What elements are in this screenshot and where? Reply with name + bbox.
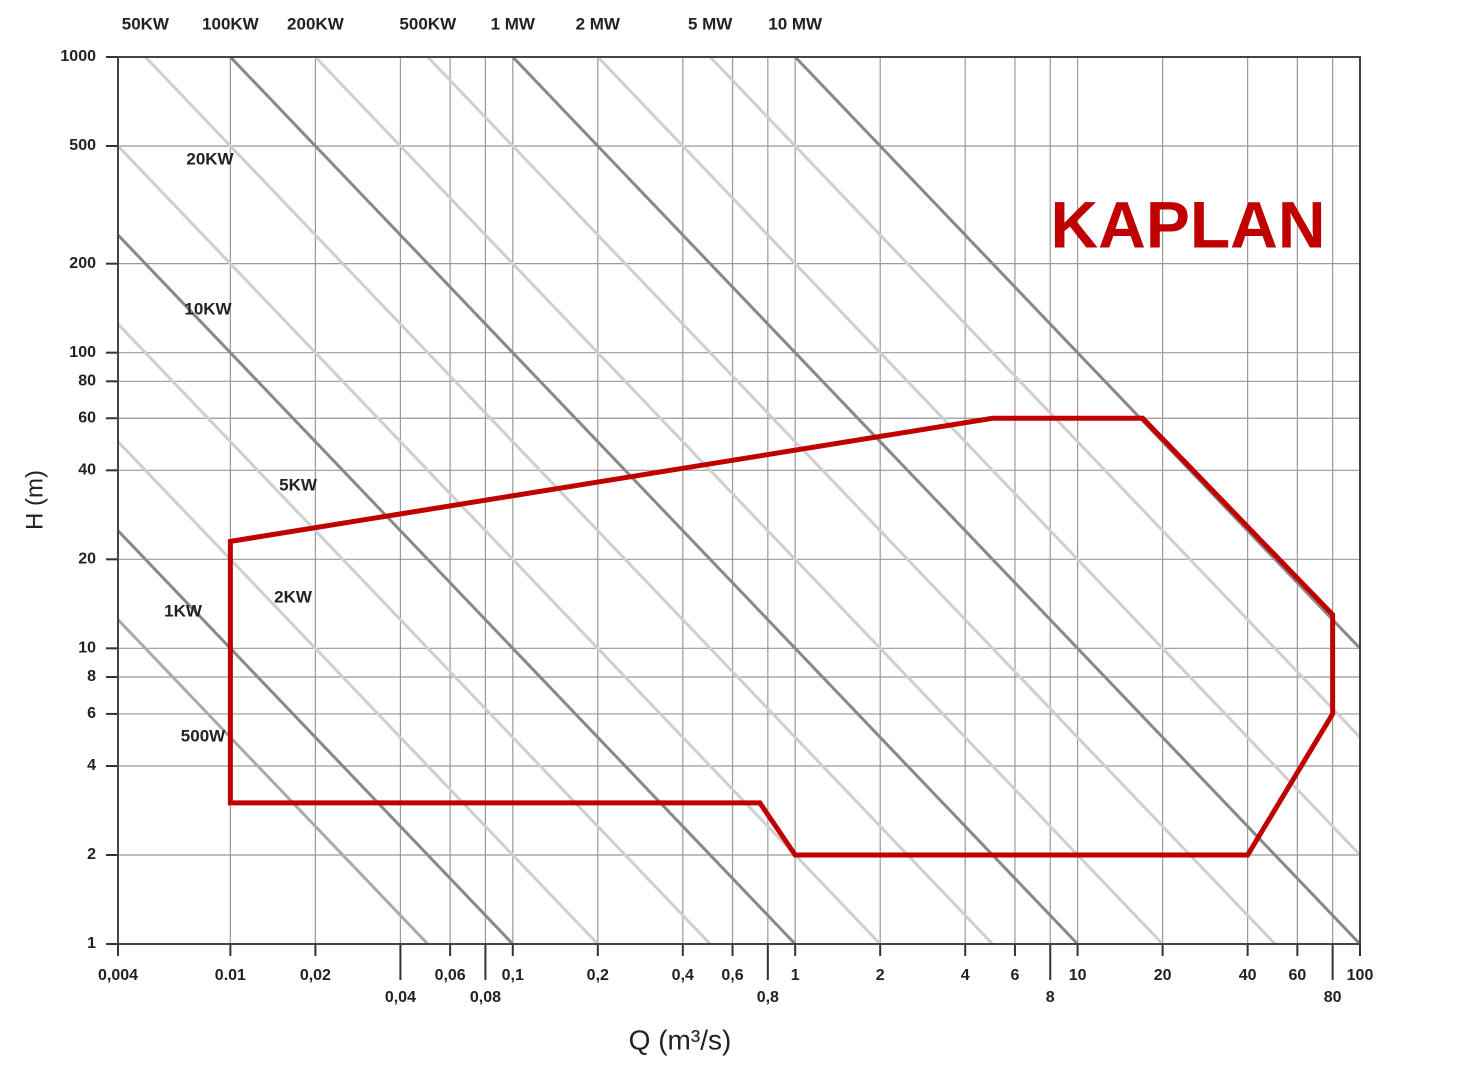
x-tick-label: 10 — [1069, 967, 1087, 984]
power-line-label: 5 MW — [688, 14, 733, 33]
power-line — [118, 617, 429, 944]
power-line — [426, 57, 1277, 944]
power-line-label: 20KW — [186, 149, 234, 168]
power-line-label: 2KW — [274, 587, 313, 606]
region-label: KAPLAN — [1051, 187, 1326, 261]
power-line-label: 10 MW — [768, 14, 823, 33]
x-tick-label: 0,1 — [502, 967, 524, 984]
power-line — [144, 57, 994, 944]
y-tick-label: 2 — [87, 846, 96, 863]
y-tick-label: 40 — [78, 462, 96, 479]
x-tick-label: 20 — [1154, 967, 1172, 984]
x-tick-label: 4 — [961, 967, 970, 984]
power-line-label: 2 MW — [576, 14, 621, 33]
x-tick-label: 0,6 — [721, 967, 743, 984]
x-tick-label: 0,2 — [587, 967, 609, 984]
y-tick-label: 500 — [69, 137, 96, 154]
x-axis-title: Q (m³/s) — [629, 1024, 732, 1055]
x-tick-label: 0,04 — [385, 989, 416, 1006]
y-tick-label: 80 — [78, 373, 96, 390]
y-axis-title: H (m) — [21, 470, 48, 530]
power-line-label: 100KW — [202, 14, 260, 33]
power-line — [511, 57, 1360, 944]
power-line-label: 50KW — [122, 14, 170, 33]
power-line — [314, 57, 1164, 944]
y-tick-label: 6 — [87, 705, 96, 722]
y-tick-label: 4 — [87, 757, 96, 774]
y-tick-label: 10 — [78, 640, 96, 657]
power-line — [118, 321, 712, 944]
x-tick-label: 0,02 — [300, 967, 331, 984]
x-tick-label: 6 — [1010, 967, 1019, 984]
y-tick-label: 1000 — [60, 48, 96, 65]
y-tick-label: 60 — [78, 409, 96, 426]
power-line-label: 5KW — [279, 475, 318, 494]
y-tick-label: 200 — [69, 255, 96, 272]
power-line-label: 200KW — [287, 14, 345, 33]
x-tick-label: 100 — [1347, 967, 1374, 984]
x-tick-label: 60 — [1288, 967, 1306, 984]
power-line-label: 1KW — [164, 601, 203, 620]
power-line — [596, 57, 1360, 858]
power-line — [118, 528, 514, 944]
x-tick-label: 0,4 — [672, 967, 694, 984]
x-tick-label: 1 — [791, 967, 800, 984]
x-tick-label: 40 — [1239, 967, 1257, 984]
y-tick-label: 20 — [78, 551, 96, 568]
kaplan-region — [227, 415, 1336, 858]
x-tick-label: 2 — [876, 967, 885, 984]
power-line — [709, 57, 1360, 740]
y-tick-label: 1 — [87, 935, 96, 952]
x-tick-label: 8 — [1046, 989, 1055, 1006]
power-line — [118, 232, 797, 944]
x-tick-label: 80 — [1324, 989, 1342, 1006]
x-tick-label: 0,004 — [98, 967, 138, 984]
power-line — [229, 57, 1079, 944]
power-line-label: 500W — [181, 726, 226, 745]
plot-frame — [117, 56, 1361, 945]
power-line — [118, 143, 882, 944]
x-tick-label: 0,8 — [757, 989, 779, 1006]
power-line — [118, 439, 599, 944]
power-line-label: 1 MW — [491, 14, 536, 33]
power-line-label: 10KW — [184, 299, 232, 318]
x-tick-label: 0.01 — [215, 967, 246, 984]
y-tick-label: 8 — [87, 668, 96, 685]
x-tick-label: 0,06 — [435, 967, 466, 984]
y-tick-label: 100 — [69, 344, 96, 361]
power-line-label: 500KW — [399, 14, 457, 33]
x-tick-label: 0,08 — [470, 989, 501, 1006]
